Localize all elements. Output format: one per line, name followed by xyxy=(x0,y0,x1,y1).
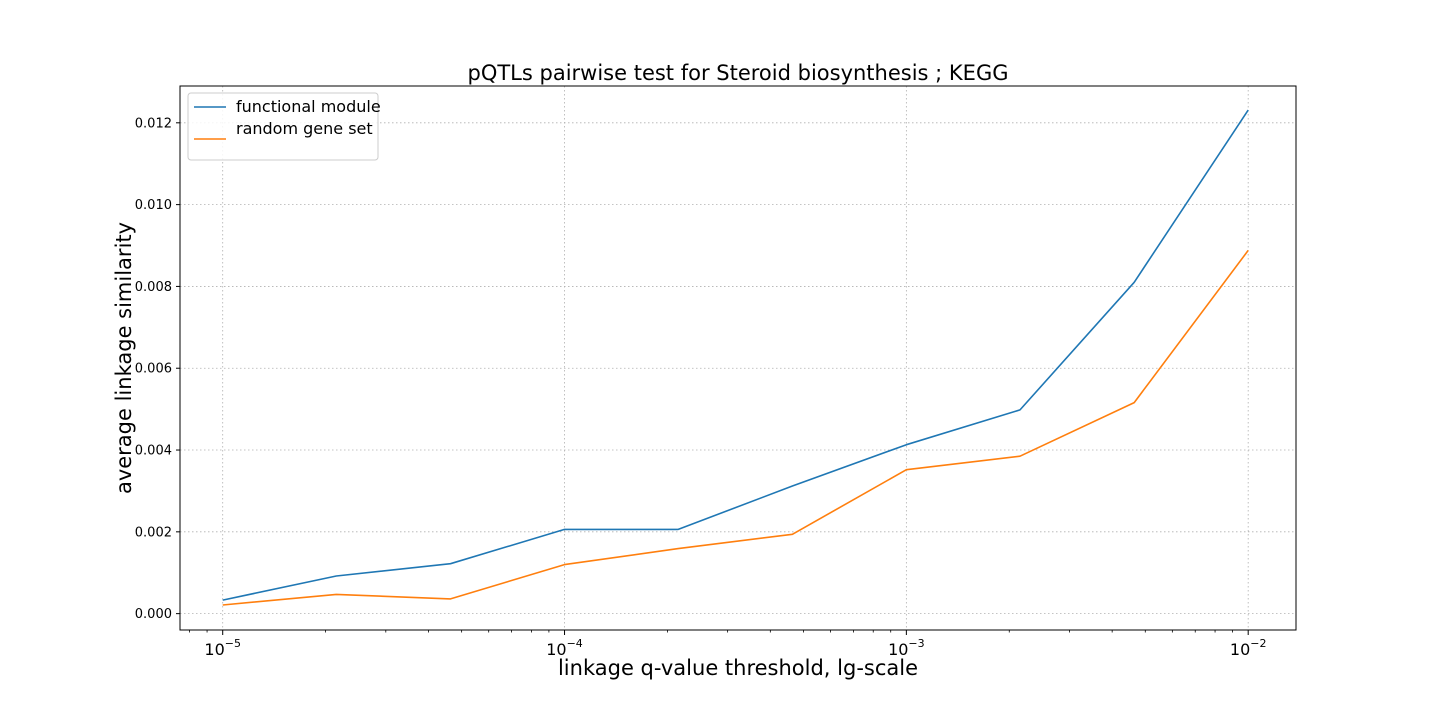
x-tick-label-exponent: −5 xyxy=(225,637,241,650)
series-layer xyxy=(222,109,1249,606)
x-axis-label: linkage q-value threshold, lg-scale xyxy=(558,656,918,680)
x-tick-label-exponent: −2 xyxy=(1250,637,1266,650)
chart-title: pQTLs pairwise test for Steroid biosynth… xyxy=(468,61,1009,85)
x-tick-label-base: 10 xyxy=(204,640,224,659)
x-tick-label: 10−4 xyxy=(546,637,583,659)
grid-lines xyxy=(180,86,1296,630)
series-line-random-gene-set xyxy=(222,249,1249,606)
y-tick-labels: 0.000 0.002 0.004 0.006 0.008 0.010 0.012 xyxy=(135,116,172,622)
x-tick-label-base: 10 xyxy=(1230,640,1250,659)
legend-label-functional-module: functional module xyxy=(236,97,381,116)
y-tick-label: 0.000 xyxy=(135,607,172,622)
y-tick-label: 0.010 xyxy=(135,198,172,213)
y-axis-label: average linkage similarity xyxy=(112,222,136,494)
plot-area-frame xyxy=(179,85,1297,631)
y-tick-label: 0.006 xyxy=(135,362,172,377)
x-tick-label-exponent: −3 xyxy=(908,637,924,650)
legend-label-random-gene-set: random gene set xyxy=(236,119,373,138)
y-tick-label: 0.008 xyxy=(135,280,172,295)
legend-box xyxy=(187,92,379,161)
series-line-functional-module xyxy=(222,109,1249,601)
x-tick-label: 10−2 xyxy=(1230,637,1267,659)
y-tick-label: 0.012 xyxy=(135,116,172,131)
x-tick-label: 10−5 xyxy=(204,637,241,659)
y-tick-label: 0.002 xyxy=(135,525,172,540)
x-tick-label-exponent: −4 xyxy=(567,637,583,650)
x-tick-label: 10−3 xyxy=(888,637,925,659)
x-tick-labels: 10−5 10−4 10−3 10−2 xyxy=(204,637,1266,659)
legend: functional module random gene set xyxy=(187,92,381,161)
axis-ticks xyxy=(176,122,1249,635)
y-tick-label: 0.004 xyxy=(135,444,172,459)
x-tick-label-base: 10 xyxy=(546,640,566,659)
x-tick-label-base: 10 xyxy=(888,640,908,659)
